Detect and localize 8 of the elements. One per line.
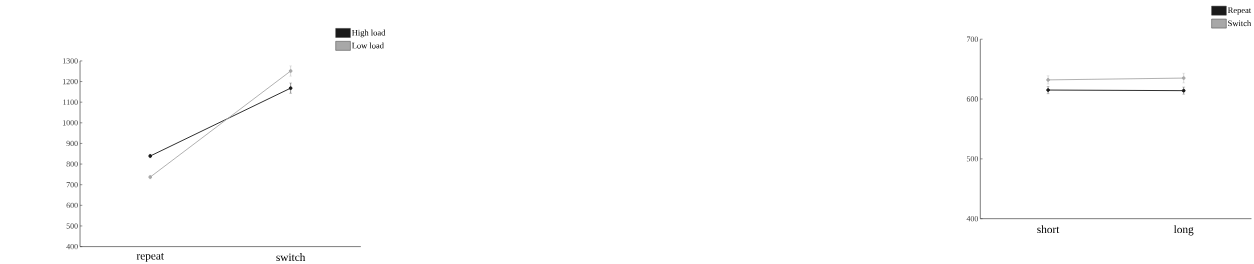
x-tick-label: repeat — [136, 253, 164, 262]
x-tick-label: short — [1037, 225, 1060, 234]
legend-label: Switch — [1228, 20, 1252, 27]
x-tick-label: long — [1173, 225, 1194, 236]
legend-label: High load — [352, 29, 386, 38]
legend-label: Repeat — [1227, 7, 1252, 15]
legend-label: Low load — [352, 42, 384, 49]
x-tick-label: switch — [276, 253, 306, 262]
